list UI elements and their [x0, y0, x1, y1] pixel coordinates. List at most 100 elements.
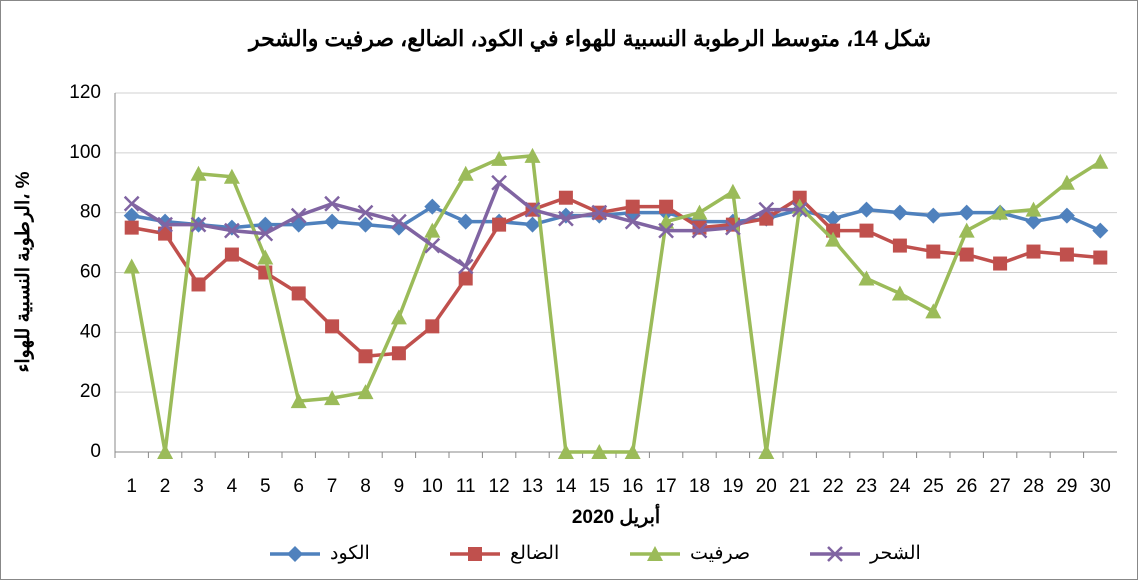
data-point — [1093, 250, 1108, 265]
data-point — [691, 204, 708, 220]
data-point — [625, 199, 640, 214]
data-point — [224, 247, 239, 262]
data-point — [457, 213, 474, 230]
data-point — [659, 199, 674, 214]
data-point — [191, 277, 206, 292]
y-axis-title: الرطوبة النسبية للهواء، % — [13, 171, 34, 372]
data-point — [257, 249, 274, 265]
y-tick-label: 80 — [80, 202, 101, 223]
x-tick-label: 24 — [889, 476, 911, 497]
data-point — [891, 285, 908, 301]
data-point — [558, 210, 574, 227]
data-point — [959, 247, 974, 262]
data-point — [692, 220, 707, 235]
x-tick-label: 11 — [456, 476, 476, 497]
x-tick-label: 25 — [923, 476, 944, 497]
x-tick-label: 13 — [522, 476, 543, 497]
data-point — [224, 222, 240, 239]
data-point — [658, 222, 674, 239]
x-tick-label: 2 — [160, 476, 171, 497]
data-point — [123, 195, 140, 212]
data-point — [290, 207, 307, 224]
data-point — [424, 237, 441, 254]
data-point — [424, 222, 441, 238]
data-point — [858, 201, 875, 218]
data-point — [524, 147, 541, 163]
data-point — [691, 222, 708, 239]
x-tick-label: 21 — [789, 476, 810, 497]
x-tick-label: 4 — [227, 476, 238, 497]
data-point — [457, 165, 474, 181]
data-point — [123, 258, 140, 274]
data-point — [758, 201, 775, 218]
x-tick-label: 5 — [260, 476, 271, 497]
data-point — [357, 216, 374, 233]
x-tick-label: 14 — [555, 476, 577, 497]
data-point — [157, 216, 173, 233]
x-tick-label: 16 — [622, 476, 643, 497]
legend-marker — [647, 546, 663, 561]
data-point — [257, 225, 274, 242]
data-point — [492, 217, 507, 232]
data-point — [158, 226, 173, 241]
data-point — [758, 444, 775, 459]
x-tick-label: 18 — [689, 476, 710, 497]
data-point — [1058, 207, 1075, 224]
x-tick-label: 26 — [956, 476, 977, 497]
data-point — [190, 165, 207, 181]
data-point — [524, 201, 541, 218]
data-point — [591, 204, 608, 221]
data-point — [725, 219, 741, 236]
data-point — [791, 201, 808, 218]
data-point — [724, 183, 741, 199]
data-point — [324, 195, 340, 212]
data-point — [859, 223, 874, 238]
data-point — [291, 286, 306, 301]
data-point — [958, 222, 975, 238]
x-tick-label: 12 — [489, 476, 510, 497]
data-point — [123, 207, 140, 224]
data-point — [390, 309, 407, 325]
data-point — [491, 174, 507, 191]
data-point — [992, 204, 1009, 220]
data-point — [124, 220, 139, 235]
data-point — [624, 444, 641, 459]
data-point — [926, 244, 941, 259]
x-tick-label: 7 — [327, 476, 338, 497]
data-point — [624, 213, 641, 230]
legend-label: الشحر — [869, 543, 921, 564]
data-point — [1059, 247, 1074, 262]
data-point — [558, 190, 573, 205]
x-tick-label: 9 — [394, 476, 405, 497]
data-point — [993, 256, 1008, 271]
x-tick-label: 27 — [990, 476, 1011, 497]
x-tick-label: 22 — [823, 476, 844, 497]
x-tick-label: 8 — [360, 476, 371, 497]
x-tick-label: 1 — [126, 476, 137, 497]
data-point — [457, 258, 474, 275]
data-point — [858, 270, 875, 286]
data-point — [424, 198, 441, 215]
data-point — [357, 204, 374, 221]
data-point — [591, 444, 608, 459]
y-tick-label: 40 — [80, 321, 101, 342]
data-point — [1058, 174, 1075, 190]
data-point — [759, 211, 774, 226]
data-point — [357, 384, 374, 400]
data-point — [391, 213, 407, 230]
x-tick-label: 19 — [722, 476, 743, 497]
x-axis-title: أبريل 2020 — [572, 503, 660, 528]
x-tick-label: 20 — [756, 476, 777, 497]
x-tick-label: 15 — [589, 476, 610, 497]
legend-marker — [468, 547, 482, 561]
data-point — [1092, 222, 1109, 239]
data-point — [557, 444, 574, 459]
data-point — [792, 190, 807, 205]
x-tick-label: 30 — [1090, 476, 1111, 497]
data-point — [324, 390, 341, 406]
data-point — [1025, 201, 1042, 217]
chart-title: شكل 14، متوسط الرطوبة النسبية للهواء في … — [247, 26, 931, 52]
legend-marker — [287, 546, 303, 562]
